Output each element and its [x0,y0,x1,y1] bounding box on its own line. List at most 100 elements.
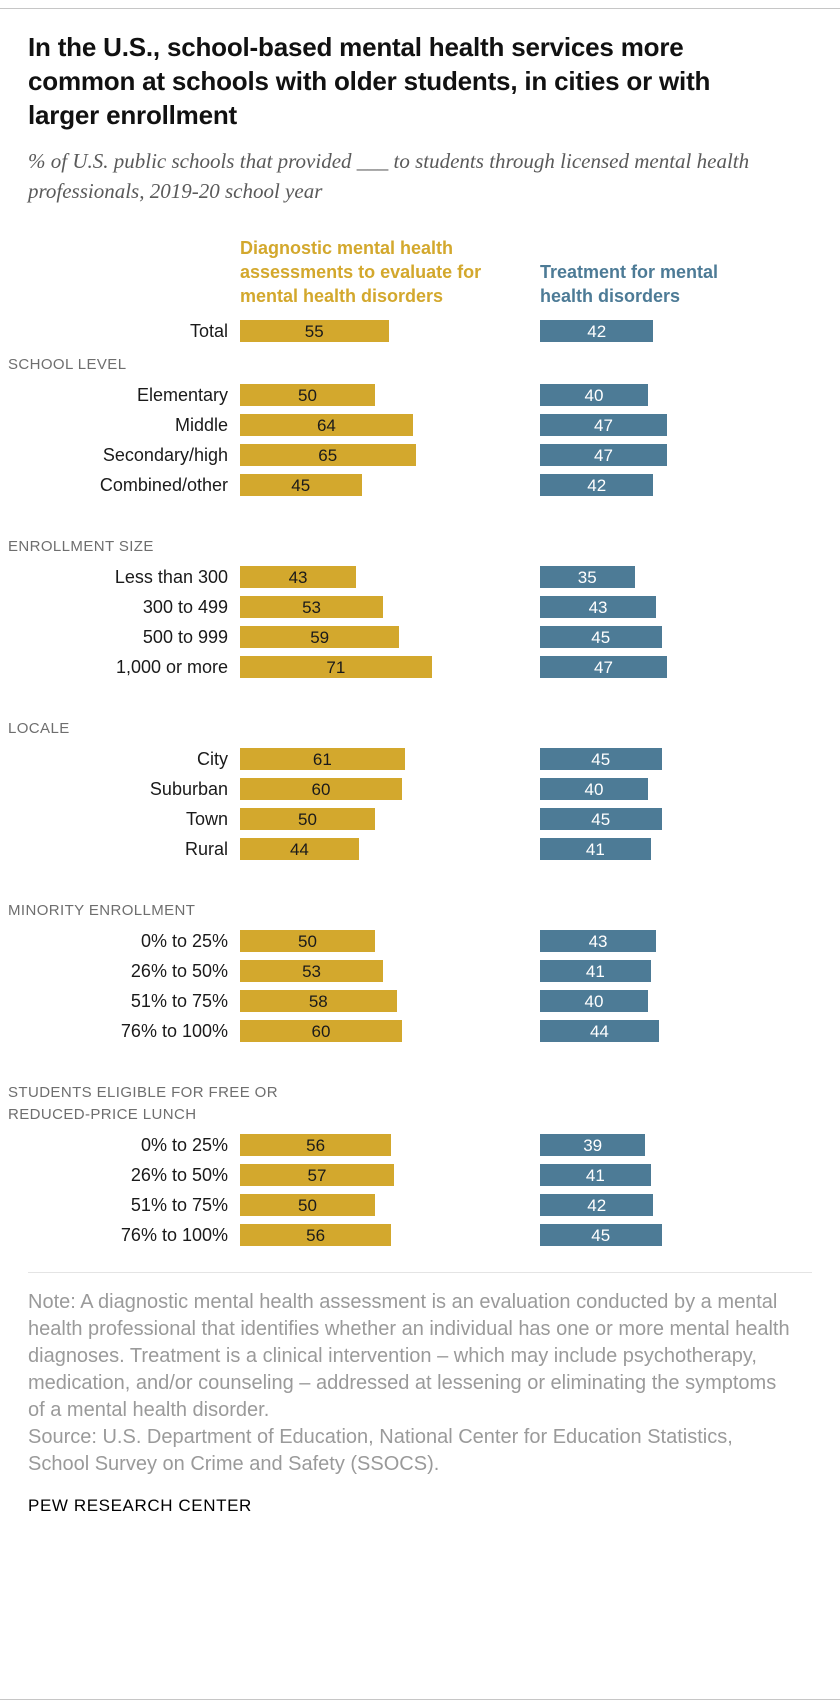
chart-row: 26% to 50% 53 41 [28,956,812,986]
treatment-bar-track: 35 [540,566,812,588]
treatment-bar: 40 [540,990,648,1012]
treatment-bar: 42 [540,1194,654,1216]
chart-group: ENROLLMENT SIZE Less than 300 43 35 300 to 4… [8,536,812,682]
bar-value: 45 [591,1225,611,1245]
assessments-bar: 60 [240,1020,402,1042]
assessments-bar: 53 [240,596,384,618]
assessments-bar: 56 [240,1134,392,1156]
bar-value: 50 [298,931,317,951]
assessments-bar-track: 53 [240,596,540,618]
treatment-bar: 43 [540,930,657,952]
section-heading: MINORITY ENROLLMENT [8,902,196,919]
row-label: 500 to 999 [142,626,228,647]
bar-value: 41 [585,839,605,859]
bar-value: 45 [291,475,311,495]
chart-group: LOCALE City 61 45 Suburban 60 40 Town 50 45 Rural 4… [8,718,812,864]
bar-value: 41 [585,961,605,981]
assessments-bar: 53 [240,960,384,982]
treatment-bar-track: 39 [540,1134,812,1156]
treatment-bar-track: 47 [540,414,812,436]
section-heading: ENROLLMENT SIZE [8,538,154,555]
treatment-bar: 40 [540,384,648,406]
treatment-bar: 41 [540,960,651,982]
row-label: Combined/other [99,474,228,495]
treatment-bar-track: 45 [540,1224,812,1246]
treatment-bar-track: 41 [540,1164,812,1186]
row-label: Rural [184,838,228,859]
assessments-bar-track: 60 [240,1020,540,1042]
bar-value: 39 [583,1135,603,1155]
brand-label: PEW RESEARCH CENTER [28,1496,252,1515]
chart-row: 51% to 75% 50 42 [28,1190,812,1220]
bar-value: 45 [591,809,611,829]
chart-row: 500 to 999 59 45 [28,622,812,652]
bar-value: 56 [306,1135,326,1155]
treatment-bar: 47 [540,414,667,436]
bar-value: 60 [311,779,331,799]
note-text: Note: A diagnostic mental health assessm… [28,1291,790,1421]
chart-content: In the U.S., school-based mental health … [8,32,812,1515]
chart-row: 300 to 499 53 43 [28,592,812,622]
treatment-bar-track: 43 [540,596,812,618]
treatment-bar: 42 [540,474,654,496]
row-label: 76% to 100% [120,1224,228,1245]
bar-value: 45 [591,627,611,647]
treatment-bar-track: 42 [540,474,812,496]
row-label: 0% to 25% [140,930,228,951]
assessments-bar-track: 64 [240,414,540,436]
assessments-bar-track: 50 [240,1194,540,1216]
bar-value: 57 [307,1165,327,1185]
assessments-bar-track: 58 [240,990,540,1012]
assessments-bar: 60 [240,778,402,800]
row-label: Town [185,808,228,829]
source-text: Source: U.S. Department of Education, Na… [28,1426,733,1475]
assessments-bar: 50 [240,930,375,952]
treatment-bar-track: 47 [540,444,812,466]
bar-value: 42 [587,1195,607,1215]
treatment-bar-track: 45 [540,748,812,770]
treatment-bar: 45 [540,1224,662,1246]
assessments-bar-track: 50 [240,808,540,830]
chart-row: Total 55 42 [28,316,812,346]
bar-value: 56 [306,1225,326,1245]
treatment-bar-track: 40 [540,778,812,800]
assessments-bar: 65 [240,444,416,466]
assessments-bar-track: 65 [240,444,540,466]
treatment-bar: 40 [540,778,648,800]
top-rule [0,8,840,9]
treatment-bar-track: 44 [540,1020,812,1042]
assessments-bar: 50 [240,808,375,830]
bar-value: 58 [308,991,328,1011]
chart-row: Secondary/high 65 47 [28,440,812,470]
chart-row: Combined/other 45 42 [28,470,812,500]
bar-value: 53 [302,597,321,617]
assessments-bar: 50 [240,1194,375,1216]
assessments-bar: 64 [240,414,413,436]
row-label: Total [189,320,228,341]
chart-row: Elementary 50 40 [28,380,812,410]
row-label: Elementary [136,384,228,405]
treatment-bar: 47 [540,444,667,466]
bar-value: 43 [288,567,308,587]
chart-row: 76% to 100% 60 44 [28,1016,812,1046]
row-label: City [197,748,228,769]
treatment-bar-track: 45 [540,626,812,648]
assessments-bar-track: 56 [240,1134,540,1156]
chart-row: 76% to 100% 56 45 [28,1220,812,1250]
treatment-bar-track: 45 [540,808,812,830]
treatment-bar: 41 [540,1164,651,1186]
bottom-rule [0,1699,840,1700]
section-heading: SCHOOL LEVEL [8,356,127,373]
row-label: Less than 300 [114,566,228,587]
row-label: 0% to 25% [140,1134,228,1155]
treatment-bar: 47 [540,656,667,678]
assessments-bar-track: 57 [240,1164,540,1186]
chart-row: Middle 64 47 [28,410,812,440]
chart-row: Less than 300 43 35 [28,562,812,592]
bar-value: 44 [289,839,309,859]
assessments-bar: 61 [240,748,405,770]
page-title: In the U.S., school-based mental health … [28,32,711,130]
treatment-bar: 45 [540,748,662,770]
treatment-bar: 45 [540,808,662,830]
row-label: 51% to 75% [130,1194,228,1215]
